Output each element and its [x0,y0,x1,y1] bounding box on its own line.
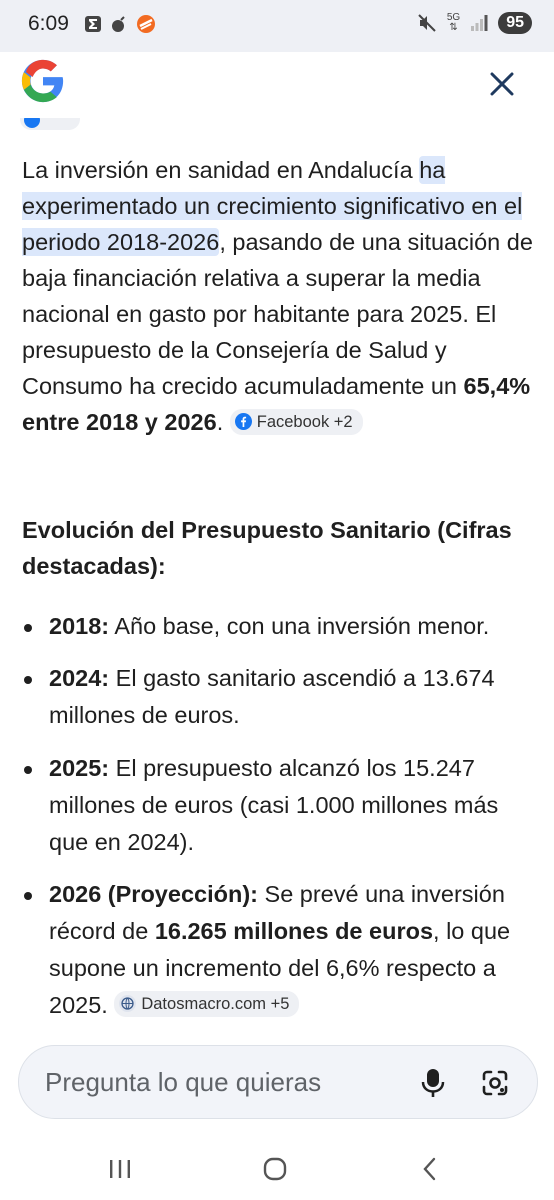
list-item-text: El presupuesto alcanzó los 15.247 millon… [49,755,499,855]
status-right: 5G ⇅ 95 [417,12,532,34]
list-item-text: Se prevé una inversión récord de [49,881,505,944]
list-item-year: 2025: [49,755,110,781]
status-bar: 6:09 5G ⇅ 95 [0,0,554,52]
header [0,52,554,122]
status-time: 6:09 [28,12,69,35]
list-item-year: 2018: [49,613,110,639]
list-item-text-post: , lo que supone un incremento del 6,6% r… [49,918,511,1018]
search-input[interactable] [43,1066,377,1099]
source-chip-label: Datosmacro.com +5 [141,994,290,1013]
source-chip-datosmacro[interactable]: Datosmacro.com +5 [114,990,300,1017]
section-title: Evolución del Presupuesto Sanitario (Cif… [22,512,542,584]
list-item: 2026 (Proyección): Se prevé una inversió… [22,876,537,1024]
list-item-year: 2026 (Proyección): [49,881,258,907]
search-bar[interactable] [18,1045,538,1119]
answer-body: , pasando de una situación de baja finan… [22,229,533,399]
signal-icon [471,15,488,31]
close-icon[interactable] [488,70,516,98]
orange-app-icon [137,15,155,33]
answer-end: . [216,409,224,435]
system-nav-bar [0,1140,554,1200]
facebook-icon [234,413,252,430]
home-icon[interactable] [263,1157,287,1181]
partial-source-chip [20,118,80,132]
battery-indicator: 95 [498,12,532,34]
list-item: 2024: El gasto sanitario ascendió a 13.6… [22,660,537,734]
sigma-app-icon [85,16,101,32]
notification-icons [84,14,156,34]
list-item: 2025: El presupuesto alcanzó los 15.247 … [22,750,537,861]
recent-apps-icon[interactable] [108,1158,132,1180]
list-item-year: 2024: [49,665,110,691]
google-lens-icon[interactable] [481,1069,509,1097]
back-icon[interactable] [420,1157,440,1181]
answer-bold: 65,4% entre 2018 y 2026 [22,373,531,435]
answer-intro: La inversión en sanidad en Andalucía [22,157,420,183]
source-chip-facebook[interactable]: Facebook +2 [229,408,363,435]
google-logo [21,59,64,103]
mute-icon [418,14,436,32]
list-item-text: Año base, con una inversión menor. [109,613,490,639]
list-item-text: El gasto sanitario ascendió a 13.674 mil… [49,665,495,728]
microphone-icon[interactable] [421,1068,445,1098]
list-item-bold: 16.265 millones de euros [154,918,434,944]
bomb-app-icon [112,16,125,32]
section-heading: Evolución del Presupuesto Sanitario (Cif… [22,517,512,579]
answer-paragraph: La inversión en sanidad en Andalucía ha … [22,152,537,440]
list-item: 2018: Año base, con una inversión menor. [22,608,537,645]
network-indicator: 5G ⇅ [446,12,461,33]
source-chip-label: Facebook +2 [256,412,353,431]
globe-icon [119,995,137,1012]
